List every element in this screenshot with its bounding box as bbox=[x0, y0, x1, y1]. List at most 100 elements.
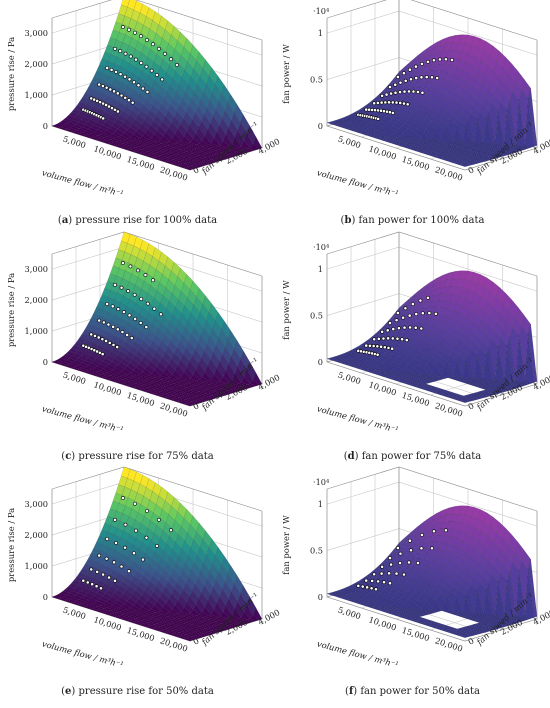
surface-patch bbox=[419, 380, 430, 384]
z-axis-label: fan power / W bbox=[281, 280, 291, 340]
measured-point bbox=[119, 93, 124, 98]
measured-point bbox=[105, 302, 109, 306]
measured-point bbox=[119, 285, 124, 290]
surface-patch bbox=[516, 618, 527, 622]
surface-patch bbox=[183, 167, 194, 171]
measured-point bbox=[376, 116, 381, 121]
surface-f bbox=[326, 505, 538, 638]
measured-point bbox=[432, 58, 436, 63]
surface-patch bbox=[458, 634, 469, 638]
surface-patch bbox=[519, 146, 530, 150]
measured-point bbox=[372, 572, 377, 577]
measured-point bbox=[107, 104, 111, 109]
panel-e: 0 1,000 2,000 3,000 5,000 10,000 15,000 20,000 0… bbox=[0, 466, 281, 708]
measured-point bbox=[401, 315, 406, 320]
measured-point bbox=[136, 268, 140, 273]
surface-patch bbox=[247, 147, 257, 151]
measured-point bbox=[394, 318, 399, 323]
measured-point bbox=[115, 345, 120, 349]
surface-patch bbox=[505, 621, 516, 625]
measured-point bbox=[134, 528, 138, 533]
measured-point bbox=[123, 545, 127, 550]
surface-patch bbox=[508, 385, 519, 389]
z-tick-label: 0 bbox=[43, 592, 48, 602]
measured-point bbox=[391, 327, 396, 332]
surface-patch bbox=[194, 399, 205, 403]
surface-patch bbox=[235, 386, 246, 391]
y-tick-label: 0 bbox=[191, 164, 200, 175]
measured-point bbox=[157, 46, 161, 51]
measured-point bbox=[111, 343, 116, 347]
measured-point bbox=[97, 82, 102, 87]
surface-patch bbox=[188, 165, 199, 169]
surface-patch bbox=[208, 630, 219, 634]
surface-patch bbox=[525, 98, 535, 148]
surface-b bbox=[326, 34, 538, 167]
measured-point bbox=[113, 46, 117, 51]
surface-patch bbox=[429, 609, 440, 613]
surface-patch bbox=[412, 613, 423, 617]
surface-patch bbox=[205, 396, 216, 400]
markers-f bbox=[356, 528, 448, 592]
measured-point bbox=[155, 72, 159, 77]
surface-patch bbox=[244, 384, 255, 388]
z-tick-label: 2,000 bbox=[25, 295, 48, 305]
surface-patch bbox=[199, 632, 210, 637]
surface-patch bbox=[497, 624, 507, 628]
measured-point bbox=[144, 535, 149, 540]
x-axis-label: volume flow / m³h⁻¹ bbox=[41, 167, 125, 198]
measured-point bbox=[85, 580, 90, 585]
surface-patch bbox=[472, 160, 483, 164]
markers-c bbox=[81, 261, 163, 357]
caption-b: (b) fan power for 100% data bbox=[340, 215, 485, 226]
measured-point bbox=[101, 572, 106, 577]
measured-point bbox=[385, 328, 390, 333]
surface-patch bbox=[466, 632, 477, 636]
measured-point bbox=[420, 90, 425, 95]
measured-point bbox=[151, 42, 155, 47]
measured-point bbox=[157, 517, 161, 522]
surface-patch bbox=[188, 401, 199, 405]
z-tick-label: 0.5 bbox=[310, 311, 323, 321]
z-tick-label: 0 bbox=[318, 121, 323, 131]
measured-point bbox=[104, 85, 109, 90]
measured-point bbox=[169, 528, 173, 533]
measured-point bbox=[371, 344, 376, 348]
measured-point bbox=[127, 98, 131, 103]
surface-patch bbox=[227, 153, 238, 157]
measured-point bbox=[408, 538, 412, 543]
measured-point bbox=[419, 546, 424, 551]
surface-patch bbox=[466, 397, 477, 401]
measured-point bbox=[105, 66, 109, 70]
surface-patch bbox=[513, 147, 524, 152]
measured-point bbox=[90, 582, 95, 587]
measured-point bbox=[123, 95, 128, 100]
surface-patch bbox=[186, 637, 196, 641]
measured-point bbox=[101, 320, 106, 325]
surface-patch bbox=[472, 631, 483, 635]
measured-point bbox=[133, 501, 137, 506]
measured-point bbox=[382, 345, 387, 350]
surface-patch bbox=[474, 630, 485, 634]
measured-point bbox=[426, 59, 430, 64]
measured-point bbox=[416, 90, 420, 94]
measured-point bbox=[420, 62, 424, 66]
surface-patch bbox=[247, 618, 257, 622]
measured-point bbox=[368, 343, 372, 348]
surface-patch bbox=[219, 392, 230, 396]
surface-patch bbox=[474, 395, 485, 399]
surface-patch bbox=[188, 636, 199, 640]
surface-patch bbox=[485, 156, 496, 160]
measured-point bbox=[404, 338, 409, 342]
measured-point bbox=[155, 543, 159, 548]
surface-patch bbox=[491, 390, 502, 394]
measured-point bbox=[402, 101, 406, 106]
surface-patch bbox=[247, 383, 257, 387]
measured-point bbox=[98, 100, 103, 105]
surface-patch bbox=[522, 381, 532, 385]
x-tick-label: 15,000 bbox=[401, 625, 431, 643]
surface-patch bbox=[527, 324, 538, 383]
measured-point bbox=[139, 34, 143, 39]
surface-patch bbox=[227, 624, 238, 628]
